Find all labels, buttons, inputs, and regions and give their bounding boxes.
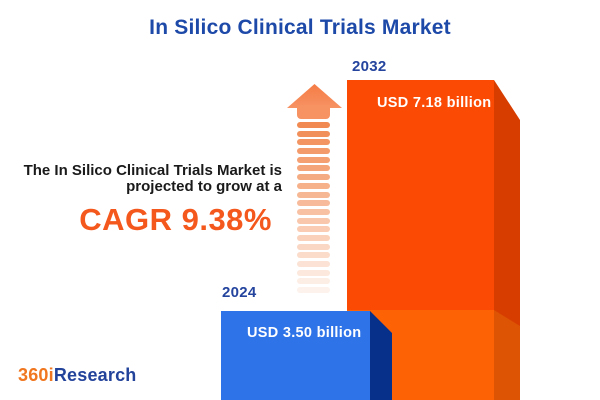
description-line-1: The In Silico Clinical Trials Market is: [23, 162, 282, 179]
bar-2024-value-label: USD 3.50 billion: [247, 325, 362, 341]
logo: 360iResearch: [18, 365, 137, 386]
logo-prefix: 360i: [18, 365, 54, 385]
arrow-dashes: [297, 122, 330, 297]
arrow-neck: [297, 105, 330, 119]
description-line-2: projected to grow at a: [126, 178, 282, 195]
year-label-2024: 2024: [222, 284, 257, 301]
bar-2024-front-face: [221, 311, 370, 400]
bar-2024-side-face: [370, 311, 392, 400]
cagr-value: CAGR 9.38%: [79, 202, 272, 237]
description-block: The In Silico Clinical Trials Market is …: [10, 163, 282, 238]
page-title: In Silico Clinical Trials Market: [149, 16, 451, 39]
bar-2032-value-label: USD 7.18 billion: [377, 95, 492, 111]
year-label-2032: 2032: [352, 58, 387, 75]
bar-2032-side-face: [494, 80, 520, 400]
logo-suffix: Research: [53, 365, 137, 385]
bar-2032-side-face-lower: [494, 310, 520, 400]
